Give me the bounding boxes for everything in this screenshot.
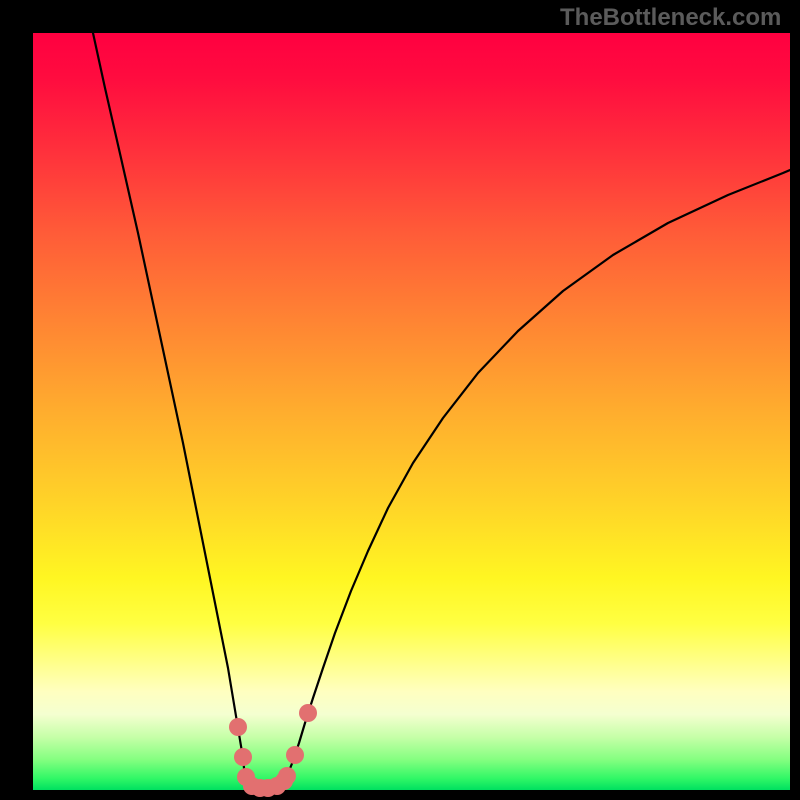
watermark-text: TheBottleneck.com xyxy=(560,4,781,32)
data-marker xyxy=(299,704,317,722)
data-marker xyxy=(234,748,252,766)
chart-container: TheBottleneck.com xyxy=(0,0,800,800)
marker-layer xyxy=(33,33,790,790)
data-marker xyxy=(229,718,247,736)
data-marker xyxy=(278,767,296,785)
plot-area xyxy=(33,33,790,790)
data-marker xyxy=(286,746,304,764)
